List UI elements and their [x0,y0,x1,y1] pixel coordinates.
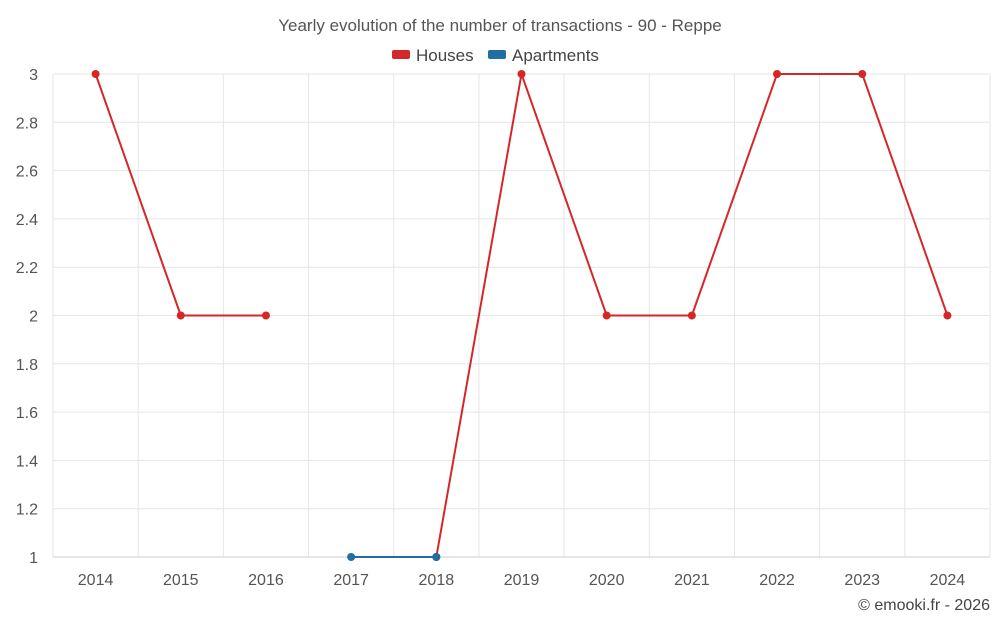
data-point[interactable] [347,553,356,561]
x-tick-label: 2021 [674,572,710,589]
legend: Houses Apartments [392,46,599,65]
x-tick-label: 2016 [248,572,284,589]
legend-label: Houses [416,46,474,65]
y-tick-label: 2.2 [16,260,38,277]
data-point[interactable] [687,311,696,320]
y-axis-ticks: 1 1.2 1.4 1.6 1.8 2 2.2 2.4 2.6 2.8 3 [16,67,38,567]
y-tick-label: 3 [29,67,38,84]
x-axis-ticks: 2014 2015 2016 2017 2018 2019 2020 2021 2022 2023… [78,572,966,589]
y-tick-label: 1.2 [16,502,38,519]
y-tick-label: 1 [29,550,38,567]
y-tick-label: 2.4 [16,212,38,229]
y-tick-label: 1.4 [16,453,38,470]
y-tick-label: 2 [29,309,38,326]
x-tick-label: 2019 [504,572,540,589]
x-tick-label: 2015 [163,572,199,589]
legend-label: Apartments [512,46,599,65]
x-tick-label: 2020 [589,572,625,589]
data-point[interactable] [176,311,185,320]
x-tick-label: 2018 [419,572,455,589]
x-tick-label: 2017 [333,572,369,589]
data-point[interactable] [517,70,526,78]
data-point[interactable] [858,70,867,78]
series-line [94,73,266,317]
y-tick-label: 2.8 [16,115,38,132]
data-point[interactable] [91,70,100,78]
series-apartments [347,553,441,561]
series [91,70,952,561]
legend-item-apartments[interactable]: Apartments [488,46,599,65]
y-tick-label: 2.6 [16,164,38,181]
x-tick-label: 2014 [78,572,114,589]
legend-swatch [392,50,410,59]
y-tick-label: 1.6 [16,405,38,422]
x-tick-label: 2024 [930,572,966,589]
data-point[interactable] [943,311,952,320]
legend-swatch [488,50,506,59]
series-houses [91,70,952,561]
legend-item-houses[interactable]: Houses [392,46,474,65]
data-point[interactable] [602,311,611,320]
data-point[interactable] [773,70,782,78]
data-point[interactable] [432,553,441,561]
y-tick-label: 1.8 [16,357,38,374]
x-tick-label: 2022 [759,572,795,589]
chart-title: Yearly evolution of the number of transa… [278,16,722,35]
data-point[interactable] [261,311,270,320]
x-tick-label: 2023 [844,572,880,589]
credit-text: © emooki.fr - 2026 [858,597,990,614]
